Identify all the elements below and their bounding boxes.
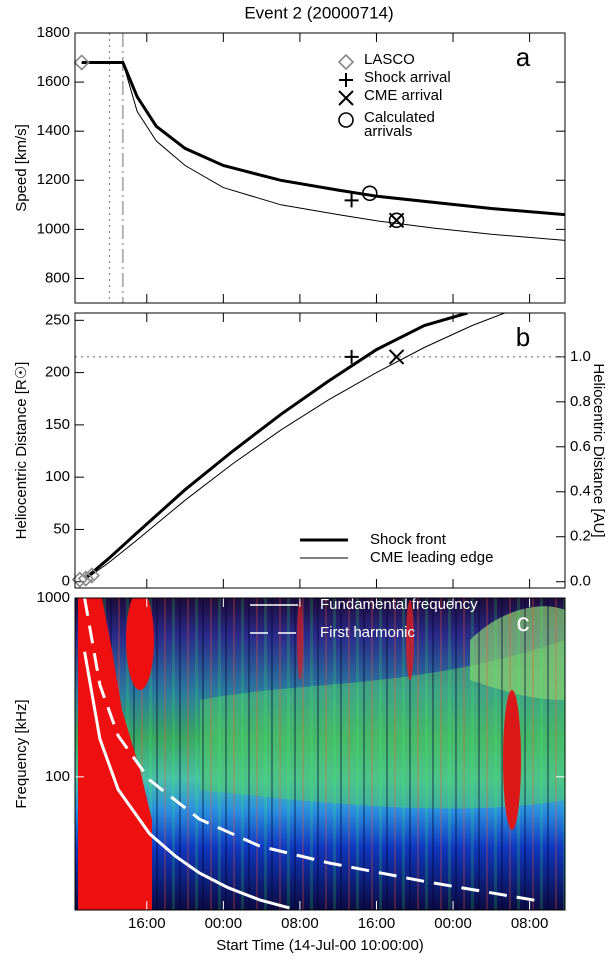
x-tick-label: 00:00: [434, 915, 472, 932]
panel-label: c: [517, 607, 530, 637]
y-tick-label: 0: [62, 573, 70, 590]
y-tick-label: 1200: [37, 171, 70, 188]
y-tick-label: 150: [45, 416, 70, 433]
panel-label: a: [516, 42, 531, 72]
y-axis-label: Speed [km/s]: [13, 124, 30, 212]
legend-label: Calculated arrivals: [364, 111, 435, 140]
series-line: [85, 313, 468, 579]
legend-label: CME leading edge: [370, 549, 493, 566]
plus-marker: [344, 349, 359, 364]
diamond-marker: [337, 53, 355, 71]
spectrogram: [75, 598, 565, 910]
y-axis-label: Heliocentric Distance [R☉]: [13, 362, 30, 540]
plot-frame: [74, 597, 566, 911]
cross-marker: [388, 349, 405, 365]
y-tick-label: 100: [45, 468, 70, 485]
legend-label: Shock arrival: [364, 71, 451, 86]
y-tick-label: 200: [45, 364, 70, 381]
legend-label: LASCO: [364, 53, 415, 68]
figure-title: Event 2 (20000714): [244, 3, 393, 22]
y2-tick-label: 0.0: [570, 573, 591, 590]
y-tick-label: 1800: [37, 24, 70, 41]
cross-marker: [338, 90, 354, 106]
plus-marker: [339, 73, 353, 87]
y2-tick-label: 0.2: [570, 528, 591, 545]
diamond-marker: [83, 567, 100, 584]
series-line: [83, 598, 545, 904]
y-tick-label: 1000: [37, 589, 70, 606]
y-tick-label: 100: [45, 768, 70, 785]
y2-tick-label: 0.8: [570, 393, 591, 410]
legend-text: CME arrival: [364, 89, 443, 104]
diamond-marker: [73, 54, 90, 71]
legend-label: CME arrival: [364, 89, 443, 104]
y-tick-label: 1400: [37, 122, 70, 139]
legend-text: Shock arrival: [364, 71, 451, 86]
y-tick-label: 1000: [37, 220, 70, 237]
y2-tick-label: 0.6: [570, 438, 591, 455]
x-tick-label: 16:00: [128, 915, 166, 932]
circle-marker: [338, 112, 354, 128]
legend-label: Fundamental frequency: [320, 596, 478, 613]
circle-marker: [361, 185, 378, 202]
legend-label: Shock front: [370, 531, 447, 548]
series-line: [83, 651, 290, 910]
legend-text: LASCO: [364, 53, 415, 68]
x-tick-label: 00:00: [205, 915, 243, 932]
panel-label: b: [516, 322, 530, 352]
plot-frame: [74, 312, 566, 589]
series-line: [81, 61, 565, 217]
series-line: [86, 313, 505, 580]
y2-axis-label: Heliocentric Distance [AU]: [590, 363, 607, 537]
plus-marker: [344, 193, 359, 208]
diamond-marker: [77, 570, 94, 587]
x-tick-label: 16:00: [358, 915, 396, 932]
y2-tick-label: 0.4: [570, 483, 591, 500]
plot-frame: [74, 32, 566, 304]
x-tick-label: 08:00: [511, 915, 549, 932]
y-axis-label: Frequency [kHz]: [13, 699, 30, 808]
x-tick-label: 08:00: [281, 915, 319, 932]
y-tick-label: 1600: [37, 73, 70, 90]
circle-marker: [388, 212, 405, 229]
x-axis-label: Start Time (14-Jul-00 10:00:00): [216, 937, 424, 954]
y2-tick-label: 1.0: [570, 348, 591, 365]
legend-text: Calculated arrivals: [364, 111, 435, 140]
y-tick-label: 50: [53, 520, 70, 537]
series-line: [81, 62, 565, 241]
y-tick-label: 800: [45, 269, 70, 286]
legend-label: First harmonic: [320, 624, 416, 641]
y-tick-label: 250: [45, 311, 70, 328]
